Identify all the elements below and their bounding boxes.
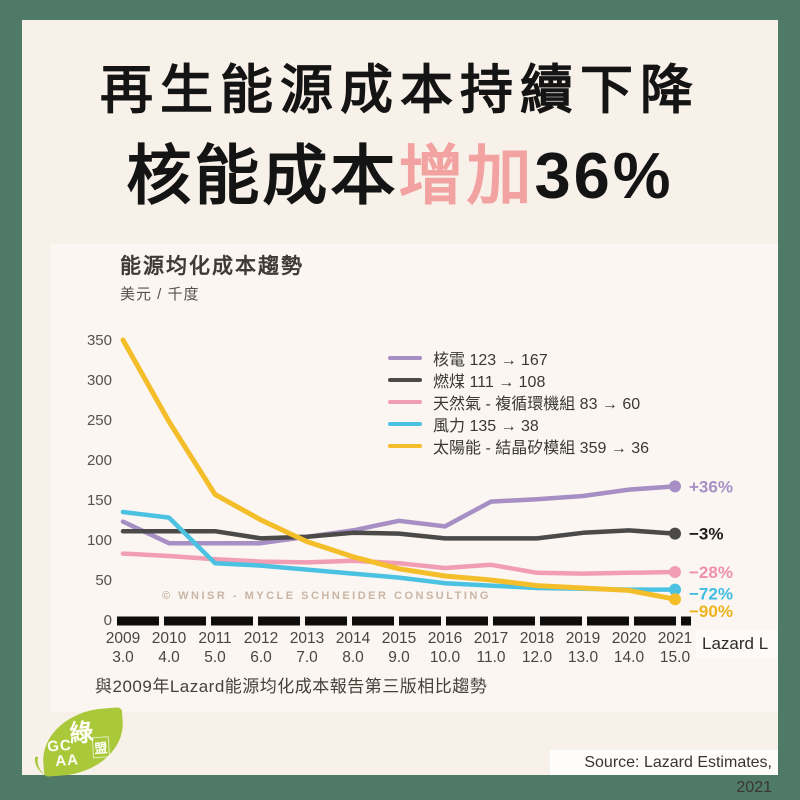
x-tick-year-2015: 2015 bbox=[382, 630, 416, 647]
x-tick-year-2016: 2016 bbox=[428, 630, 462, 647]
series-line-coal bbox=[120, 528, 678, 541]
x-tick-year-2021: 2021 bbox=[658, 630, 692, 647]
legend-swatch-gas-combined-cycle bbox=[388, 399, 422, 405]
y-tick-50: 50 bbox=[95, 572, 112, 589]
series-end-label-wind: −72% bbox=[689, 585, 733, 604]
x-tick-year-2010: 2010 bbox=[152, 630, 187, 647]
series-end-label-coal: −3% bbox=[689, 525, 724, 544]
chart-footnote: 與2009年Lazard能源均化成本報告第三版相比趨勢 bbox=[95, 677, 488, 696]
source-credit: Source: Lazard Estimates, 2021 bbox=[550, 750, 778, 796]
x-tick-version-6.0: 6.0 bbox=[250, 649, 272, 666]
legend-label-solar-crystalline: 太陽能 - 結晶矽模組 359 → 36 bbox=[433, 440, 650, 457]
series-end-dot-wind bbox=[669, 583, 681, 596]
series-end-dot-solar-crystalline bbox=[669, 593, 681, 606]
legend-item-wind: 風力 135 → 38 bbox=[388, 413, 649, 435]
legend-label-nuclear: 核電 123 → 167 bbox=[433, 352, 548, 369]
y-tick-150: 150 bbox=[87, 492, 112, 509]
chart-unit-label: 美元 / 千度 bbox=[120, 286, 200, 303]
legend-swatch-wind bbox=[388, 421, 422, 427]
headline-line2: 核能成本增加36% bbox=[22, 143, 778, 208]
series-end-dot-coal bbox=[669, 527, 681, 540]
axis-corner-note: Lazard L bbox=[696, 630, 778, 657]
x-tick-version-5.0: 5.0 bbox=[204, 649, 226, 666]
y-tick-350: 350 bbox=[87, 332, 112, 349]
leaf-icon: 綠 盟 GC AA bbox=[39, 707, 127, 777]
legend: 核電 123 → 167 燃煤 111 → 108 天然氣 - 複循環機組 83 →… bbox=[388, 347, 649, 457]
chart-title: 能源均化成本趨勢 bbox=[120, 255, 304, 278]
x-tick-version-11.0: 11.0 bbox=[476, 649, 505, 666]
x-tick-version-14.0: 14.0 bbox=[614, 649, 645, 666]
series-line-solar-crystalline bbox=[120, 337, 678, 602]
y-tick-300: 300 bbox=[87, 372, 112, 389]
y-tick-0: 0 bbox=[104, 612, 112, 629]
x-tick-year-2017: 2017 bbox=[474, 630, 508, 647]
headline-line2-pre: 核能成本 bbox=[126, 139, 399, 212]
headline-line2-post: 36% bbox=[534, 139, 674, 212]
series-line-nuclear bbox=[120, 484, 678, 546]
logo-char-alliance: 盟 bbox=[91, 736, 111, 759]
lcoe-line-chart: 0 50 100 150 200 250 300 350 © WNISR - MYCLE SCH… bbox=[87, 332, 733, 666]
x-tick-version-9.0: 9.0 bbox=[388, 649, 410, 666]
legend-item-solar-crystalline: 太陽能 - 結晶矽模組 359 → 36 bbox=[388, 435, 649, 457]
logo-letters-aa: AA bbox=[54, 751, 80, 770]
legend-item-gas-combined-cycle: 天然氣 - 複循環機組 83 → 60 bbox=[388, 391, 649, 413]
x-tick-version-3.0: 3.0 bbox=[112, 649, 134, 666]
headline-highlight: 增加 bbox=[398, 139, 535, 212]
legend-swatch-solar-crystalline bbox=[388, 443, 422, 449]
legend-swatch-nuclear bbox=[388, 355, 422, 361]
legend-item-coal: 燃煤 111 → 108 bbox=[388, 369, 649, 391]
series-end-label-nuclear: +36% bbox=[689, 477, 733, 496]
x-tick-year-2014: 2014 bbox=[336, 630, 371, 647]
x-tick-year-2020: 2020 bbox=[612, 630, 647, 647]
poster-background: 再生能源成本持續下降 核能成本增加36% 能源均化成本趨勢 美元 / 千度 核電… bbox=[22, 20, 778, 796]
series-line-wind bbox=[120, 509, 678, 592]
x-tick-version-7.0: 7.0 bbox=[296, 649, 318, 666]
legend-label-coal: 燃煤 111 → 108 bbox=[433, 374, 546, 391]
x-tick-year-2009: 2009 bbox=[106, 630, 140, 647]
x-tick-version-13.0: 13.0 bbox=[568, 649, 599, 666]
header: 再生能源成本持續下降 核能成本增加36% bbox=[22, 64, 778, 208]
y-tick-100: 100 bbox=[87, 532, 112, 549]
x-tick-version-8.0: 8.0 bbox=[342, 649, 364, 666]
x-tick-version-4.0: 4.0 bbox=[158, 649, 180, 666]
logo-char-green: 綠 bbox=[68, 719, 95, 748]
y-tick-200: 200 bbox=[87, 452, 112, 469]
series-end-dot-nuclear bbox=[669, 480, 681, 493]
gcaa-logo: 綠 盟 GC AA bbox=[30, 707, 150, 780]
legend-label-gas-combined-cycle: 天然氣 - 複循環機組 83 → 60 bbox=[433, 396, 641, 413]
legend-item-nuclear: 核電 123 → 167 bbox=[388, 347, 649, 369]
series-end-label-solar-crystalline: −90% bbox=[689, 602, 733, 621]
legend-label-wind: 風力 135 → 38 bbox=[433, 418, 539, 435]
series-line-gas-combined-cycle bbox=[120, 551, 678, 576]
x-tick-year-2013: 2013 bbox=[290, 630, 324, 647]
x-tick-year-2011: 2011 bbox=[198, 630, 231, 647]
legend-swatch-coal bbox=[388, 377, 422, 383]
y-tick-250: 250 bbox=[87, 412, 112, 429]
x-tick-version-10.0: 10.0 bbox=[430, 649, 461, 666]
headline-line1: 再生能源成本持續下降 bbox=[100, 61, 700, 120]
x-tick-version-12.0: 12.0 bbox=[522, 649, 553, 666]
series-end-dot-gas-combined-cycle bbox=[669, 566, 681, 578]
x-tick-year-2019: 2019 bbox=[566, 630, 600, 647]
watermark: © WNISR - MYCLE SCHNEIDER CONSULTING bbox=[162, 590, 491, 602]
x-tick-year-2018: 2018 bbox=[520, 630, 554, 647]
chart-panel bbox=[50, 244, 778, 712]
x-tick-year-2012: 2012 bbox=[244, 630, 278, 647]
x-tick-version-15.0: 15.0 bbox=[660, 649, 691, 666]
series-end-label-gas-combined-cycle: −28% bbox=[689, 563, 733, 582]
